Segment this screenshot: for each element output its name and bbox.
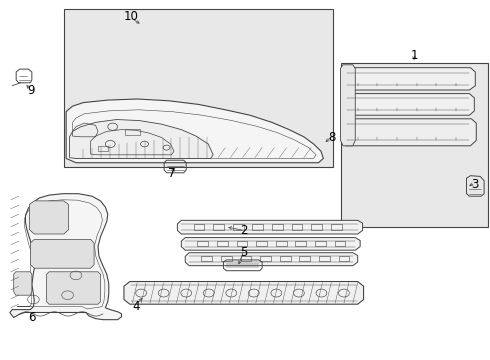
Text: 9: 9 <box>27 84 35 97</box>
Bar <box>98 146 108 151</box>
Text: 4: 4 <box>132 300 140 312</box>
Polygon shape <box>70 120 213 158</box>
Polygon shape <box>124 282 364 304</box>
Bar <box>339 256 349 261</box>
Bar <box>64 9 333 167</box>
Bar <box>252 224 263 230</box>
Bar <box>311 224 322 230</box>
Text: 2: 2 <box>240 224 248 237</box>
Text: 3: 3 <box>471 178 479 191</box>
Polygon shape <box>10 194 122 320</box>
Bar <box>276 241 287 246</box>
Bar <box>125 129 140 135</box>
Text: 5: 5 <box>240 246 248 258</box>
Bar <box>341 63 488 227</box>
Text: 6: 6 <box>28 311 36 324</box>
Bar <box>280 256 291 261</box>
Polygon shape <box>14 272 32 295</box>
Bar <box>319 256 330 261</box>
Bar <box>197 241 208 246</box>
Bar <box>335 241 345 246</box>
Bar <box>295 241 306 246</box>
Bar <box>213 224 224 230</box>
Polygon shape <box>185 253 358 266</box>
Polygon shape <box>343 94 474 115</box>
Text: 1: 1 <box>410 49 418 62</box>
Text: 10: 10 <box>124 10 139 23</box>
Polygon shape <box>47 272 100 304</box>
Bar <box>217 241 228 246</box>
Bar <box>201 256 212 261</box>
Polygon shape <box>343 68 475 90</box>
Polygon shape <box>29 201 69 234</box>
Polygon shape <box>30 239 94 268</box>
Bar <box>256 241 267 246</box>
Polygon shape <box>342 119 476 146</box>
Polygon shape <box>341 65 355 146</box>
Bar <box>241 256 251 261</box>
Bar <box>315 241 326 246</box>
Bar <box>221 256 232 261</box>
Bar <box>292 224 302 230</box>
Bar <box>331 224 342 230</box>
Bar <box>194 224 204 230</box>
Text: 8: 8 <box>328 131 336 144</box>
Bar <box>272 224 283 230</box>
Polygon shape <box>177 220 363 234</box>
Polygon shape <box>181 238 360 250</box>
Bar <box>237 241 247 246</box>
Polygon shape <box>66 99 323 163</box>
Bar <box>233 224 244 230</box>
Bar <box>260 256 271 261</box>
Text: 7: 7 <box>168 167 175 180</box>
Bar <box>299 256 310 261</box>
